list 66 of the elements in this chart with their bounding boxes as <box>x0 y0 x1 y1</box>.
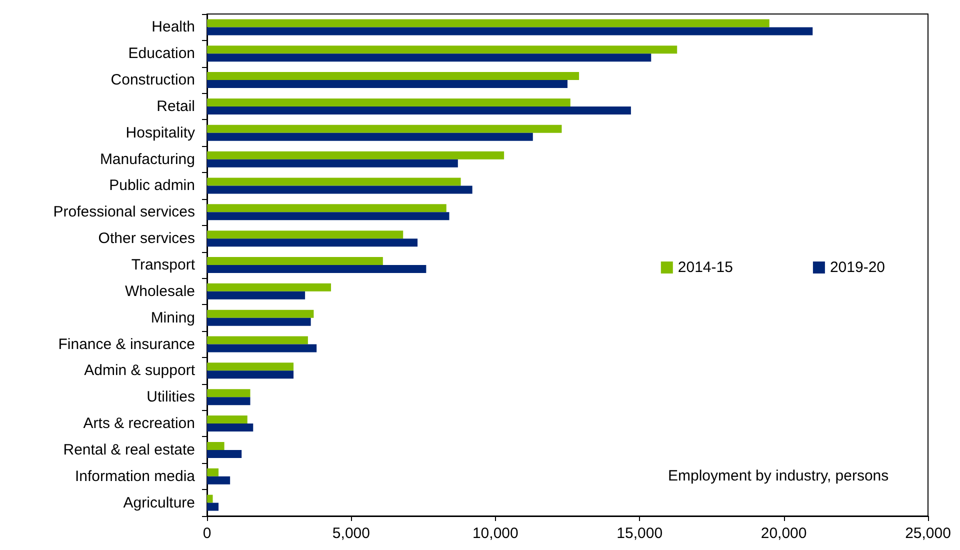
bar <box>207 265 426 273</box>
y-tick-label: Admin & support <box>84 362 196 380</box>
bar <box>207 186 472 194</box>
bar <box>207 212 450 220</box>
bar <box>207 124 562 133</box>
bar <box>207 151 504 160</box>
bar <box>207 19 770 28</box>
x-tick-label: 15,000 <box>616 525 663 542</box>
bar <box>207 230 404 239</box>
bar <box>207 362 294 371</box>
y-tick-label: Professional services <box>53 204 195 221</box>
bar <box>207 72 580 80</box>
y-tick-label: Retail <box>156 98 195 115</box>
y-tick-label: Finance & insurance <box>58 336 195 353</box>
y-tick-label: Mining <box>150 309 195 326</box>
bar <box>207 204 446 212</box>
bar <box>207 80 568 88</box>
y-tick-label: Hospitality <box>126 124 196 142</box>
bar <box>207 344 317 352</box>
y-tick-label: Education <box>128 45 195 62</box>
bar <box>207 336 308 344</box>
y-tick-label: Transport <box>131 256 196 274</box>
bar <box>207 502 219 511</box>
annotation: Employment by industry, persons <box>668 468 889 484</box>
bar <box>207 106 631 114</box>
bar <box>207 416 248 424</box>
bar <box>207 450 242 458</box>
bar <box>207 159 458 168</box>
bar <box>207 291 306 300</box>
y-tick-label: Public admin <box>109 177 195 194</box>
bar <box>207 397 250 406</box>
bar <box>207 424 254 432</box>
bar <box>207 370 294 379</box>
bar <box>207 257 383 265</box>
x-tick-label: 5,000 <box>332 525 370 542</box>
y-tick-label: Utilities <box>146 388 195 406</box>
y-tick-label: Manufacturing <box>100 150 195 168</box>
y-tick-label: Other services <box>98 230 195 248</box>
bar <box>207 476 230 484</box>
legend-label: 2019-20 <box>830 259 886 276</box>
bar <box>207 389 250 398</box>
bar <box>207 283 332 292</box>
y-tick-label: Agriculture <box>123 494 195 512</box>
bar <box>207 178 461 186</box>
y-tick-label: Information media <box>74 468 196 485</box>
bar <box>207 468 219 476</box>
y-tick-label: Arts & recreation <box>83 415 195 432</box>
bar <box>207 98 570 106</box>
bar <box>207 54 652 62</box>
y-tick-label: Rental & real estate <box>63 441 195 458</box>
legend-label: 2014-15 <box>678 259 733 276</box>
bar <box>207 494 213 503</box>
y-tick-label: Health <box>152 18 195 36</box>
x-tick-label: 0 <box>202 525 212 542</box>
x-tick-label: 10,000 <box>472 525 518 542</box>
bar <box>207 318 311 326</box>
x-tick-label: 25,000 <box>905 525 951 542</box>
bar <box>207 27 813 36</box>
bar <box>207 132 533 141</box>
bar <box>207 46 678 54</box>
x-tick-label: 20,000 <box>760 525 807 542</box>
bar <box>207 238 418 247</box>
y-tick-label: Wholesale <box>124 282 195 300</box>
bar <box>207 310 314 318</box>
bar <box>207 442 224 450</box>
y-tick-label: Construction <box>110 72 195 89</box>
